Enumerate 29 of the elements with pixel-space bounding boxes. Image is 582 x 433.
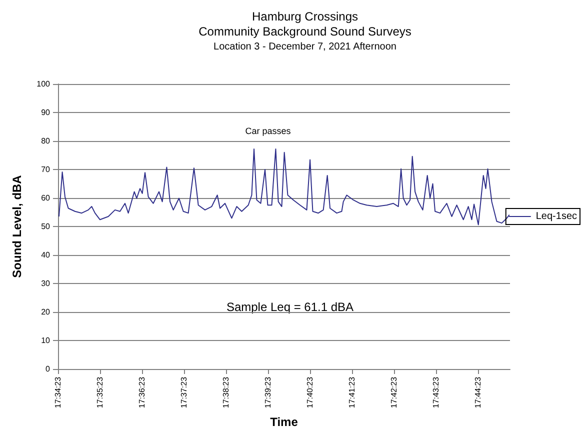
x-axis-title: Time [270, 415, 298, 429]
y-tick-label: 60 [41, 193, 51, 202]
y-tick-label: 50 [41, 222, 51, 231]
y-tick-label: 10 [41, 336, 51, 345]
y-tick-label: 100 [36, 80, 51, 88]
y-axis-title: Sound Level, dBA [10, 174, 24, 278]
y-tick-label: 0 [46, 364, 51, 374]
annotation: Car passes [245, 126, 292, 136]
y-tick-label: 40 [41, 250, 51, 260]
x-tick-label: 17:43:23 [432, 376, 441, 408]
x-tick-label: 17:34:23 [54, 376, 62, 408]
y-tick-label: 30 [41, 278, 51, 288]
x-tick-label: 17:42:23 [390, 376, 399, 408]
x-tick-label: 17:40:23 [306, 376, 315, 408]
y-tick-label: 70 [41, 164, 51, 174]
x-tick-label: 17:35:23 [95, 376, 104, 408]
x-tick-label: 17:36:23 [138, 376, 147, 408]
y-tick-label: 80 [41, 136, 51, 146]
chart-title: Hamburg Crossings Community Background Sound Surveys [198, 10, 412, 38]
x-tick-label: 17:44:23 [474, 376, 483, 408]
chart-subtitle: Location 3 - December 7, 2021 Afternoon [214, 42, 396, 52]
x-tick-label: 17:41:23 [348, 376, 357, 408]
x-tick-label: 17:37:23 [180, 376, 189, 408]
y-tick-label: 90 [41, 108, 51, 117]
legend-label: Leq-1sec [536, 211, 578, 222]
annotation: Sample Leq = 61.1 dBA [226, 300, 354, 314]
x-tick-label: 17:38:23 [222, 376, 231, 408]
y-tick-label: 20 [41, 307, 51, 316]
x-tick-label: 17:39:23 [264, 376, 273, 408]
